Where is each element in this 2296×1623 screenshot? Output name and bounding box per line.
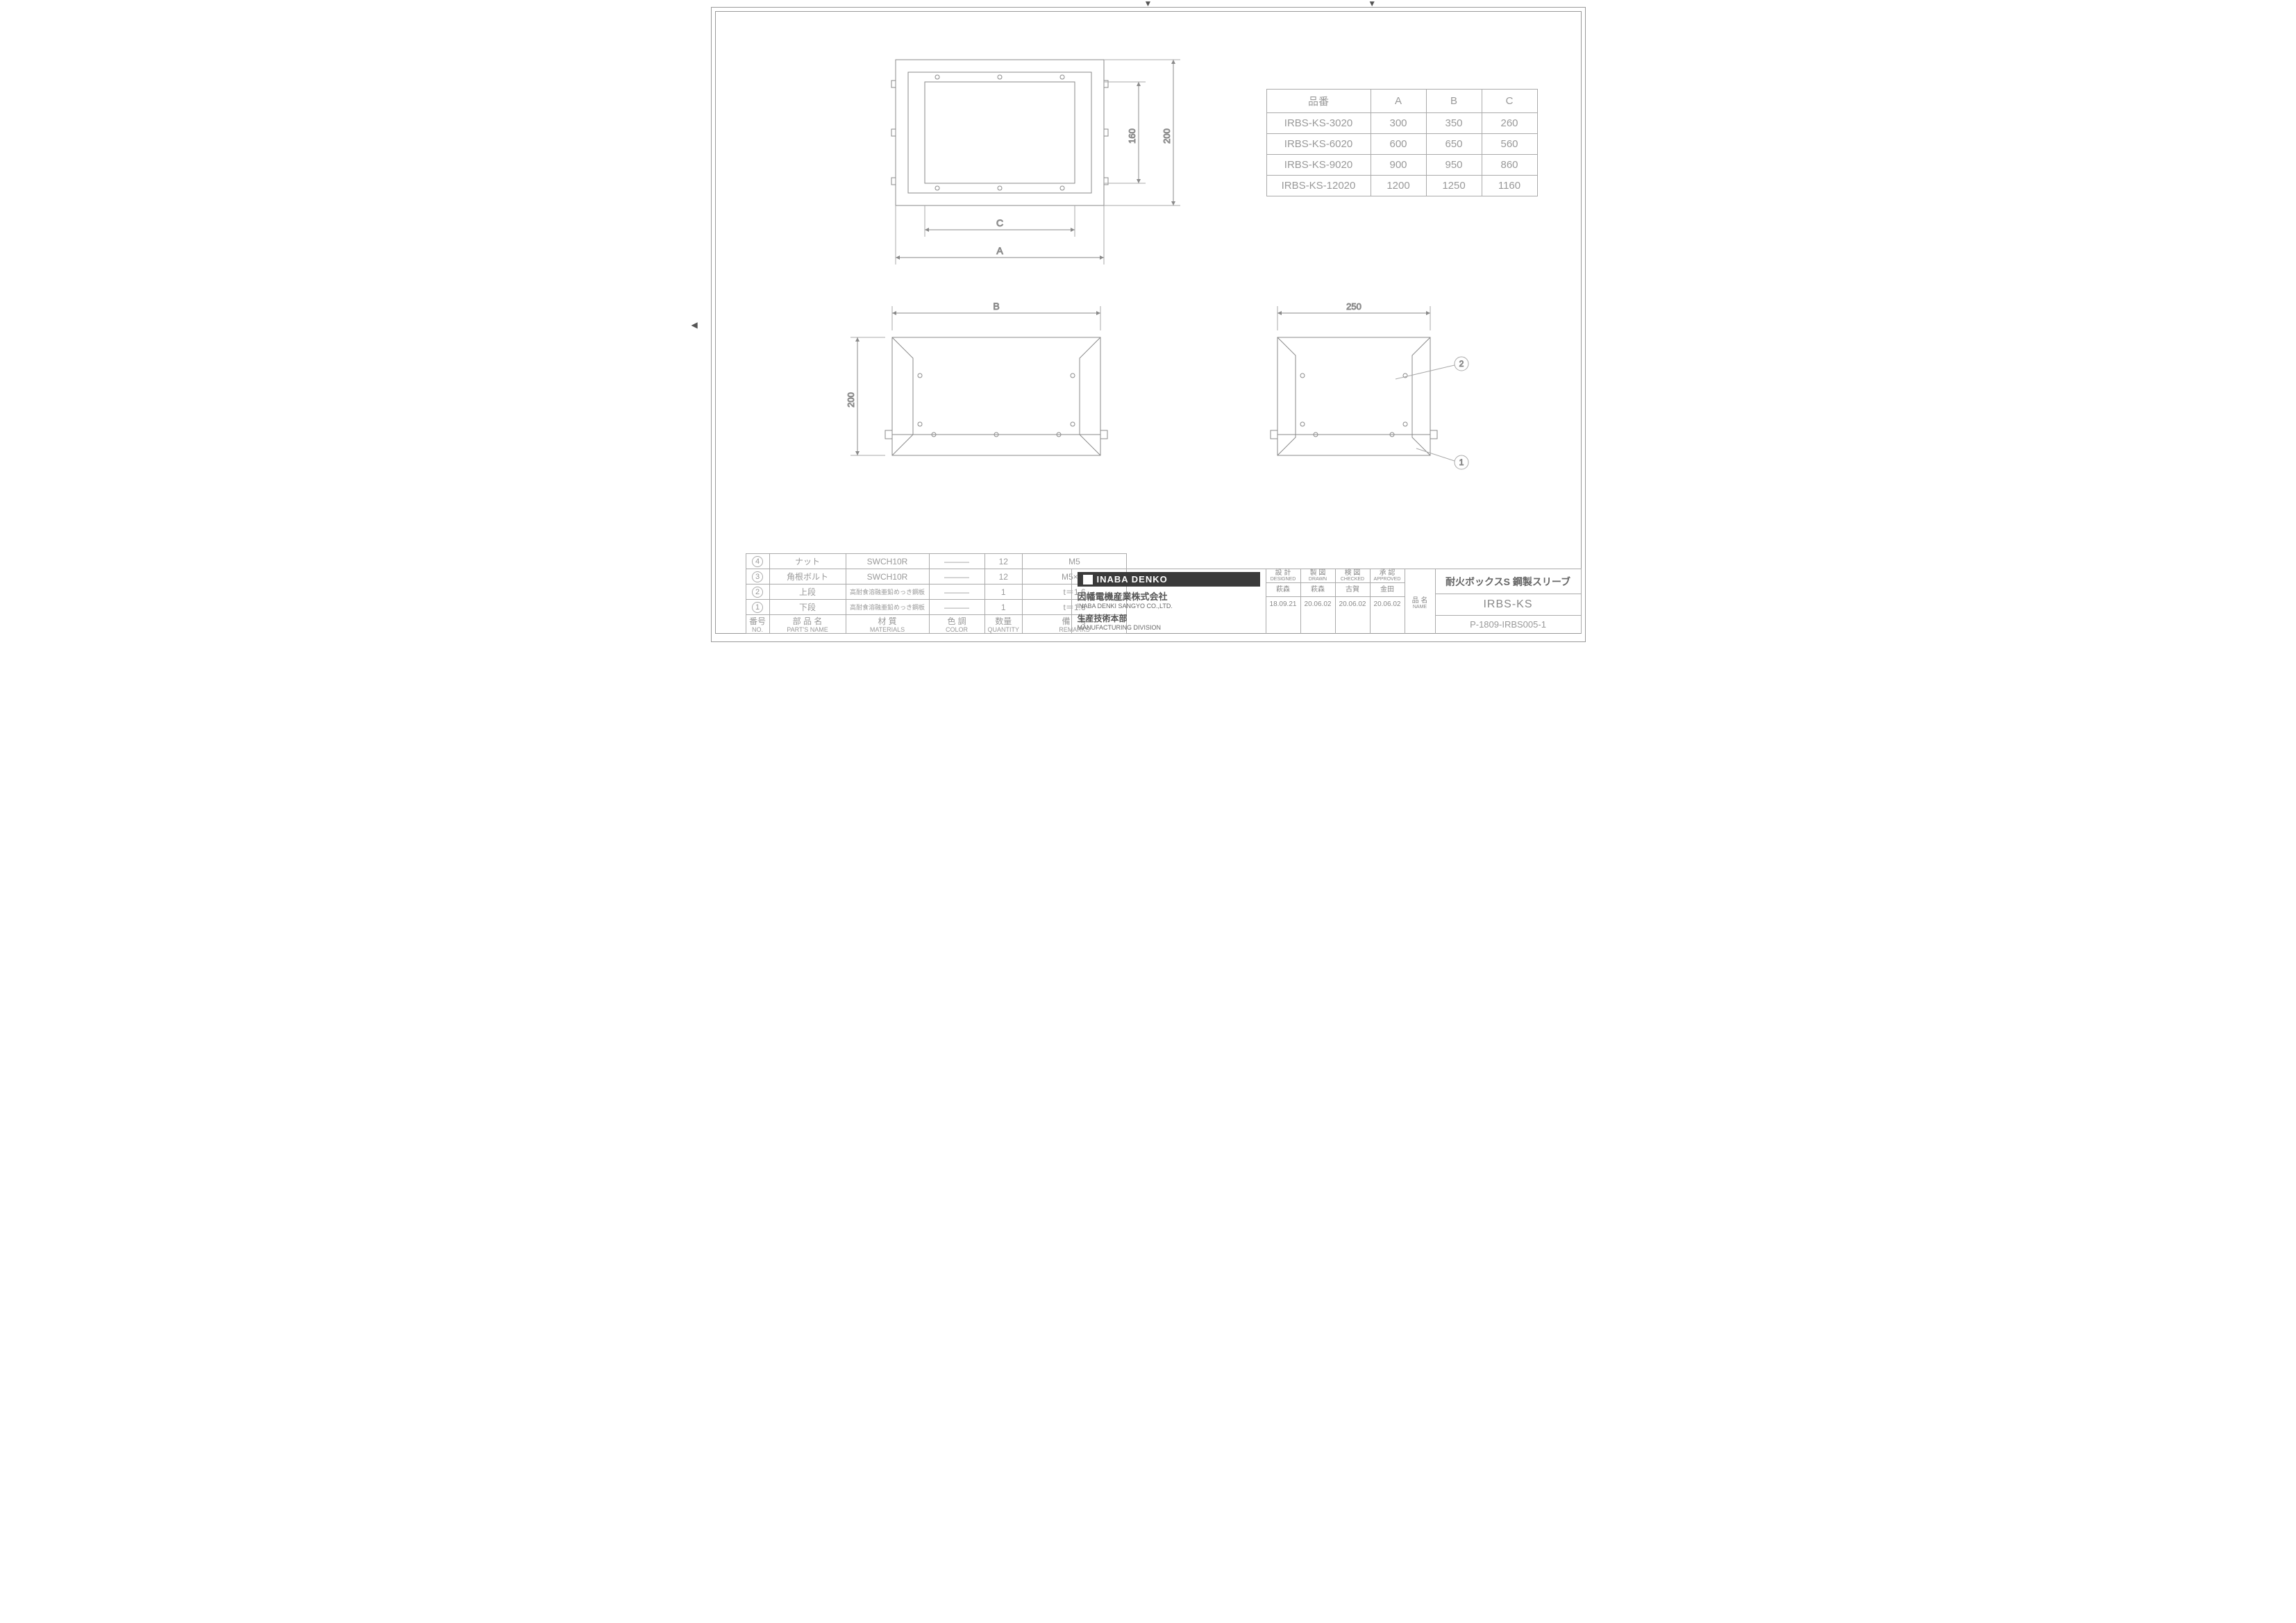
division-en: MANUFACTURING DIVISION xyxy=(1078,624,1260,631)
parts-list: 4ナットSWCH10R―――12M5 3角根ボルトSWCH10R―――12M5×… xyxy=(746,553,1128,634)
svg-text:200: 200 xyxy=(1162,128,1172,144)
svg-text:C: C xyxy=(996,217,1003,228)
company-name-en: INABA DENKI SANGYO CO.,LTD. xyxy=(1078,603,1260,609)
bom-header: 番号NO. 部 品 名PART'S NAME 材 質MATERIALS 色 調C… xyxy=(746,615,1127,634)
bom-row: 4ナットSWCH10R―――12M5 xyxy=(746,554,1127,569)
company-name-jp: 因幡電機産業株式会社 xyxy=(1078,589,1260,603)
svg-text:200: 200 xyxy=(846,392,856,407)
col-checked: 検 図CHECKED 古賀 20.06.02 xyxy=(1336,569,1371,634)
svg-text:250: 250 xyxy=(1346,301,1361,312)
drawing-sheet: ▼ ▼ ◀ 品番 A B C IRBS-KS-3020300350260 IRB… xyxy=(690,0,1607,649)
title-block: INABA DENKO 因幡電機産業株式会社 INABA DENKI SANGY… xyxy=(1071,569,1582,634)
fold-mark-top-2: ▼ xyxy=(1368,0,1376,8)
fold-mark-top-1: ▼ xyxy=(1144,0,1153,8)
side-view-left: B 200 xyxy=(846,301,1107,455)
product-title: 耐火ボックスS 鋼製スリーブ xyxy=(1436,569,1581,594)
side-view-right: 250 2 1 xyxy=(1271,301,1468,469)
svg-text:2: 2 xyxy=(1459,359,1464,369)
company-logo-block: INABA DENKO 因幡電機産業株式会社 INABA DENKI SANGY… xyxy=(1072,569,1266,634)
name-label: 品 名 NAME xyxy=(1405,569,1436,634)
svg-text:A: A xyxy=(996,245,1003,256)
bom-row: 2上段高耐食溶融亜鉛めっき鋼板―――1t＝1.6 xyxy=(746,585,1127,600)
front-view: 160 200 C A xyxy=(891,60,1180,264)
drawing-views: 160 200 C A xyxy=(715,11,1582,634)
svg-text:B: B xyxy=(993,301,999,312)
col-designed: 設 計DESIGNED 萩森 18.09.21 xyxy=(1266,569,1301,634)
model-code: IRBS-KS xyxy=(1436,594,1581,615)
fold-mark-left: ◀ xyxy=(692,321,698,329)
svg-text:1: 1 xyxy=(1459,457,1464,467)
drawing-number: P-1809-IRBS005-1 xyxy=(1436,616,1581,634)
col-approved: 承 認APPROVED 金田 20.06.02 xyxy=(1371,569,1405,634)
bom-row: 1下段高耐食溶融亜鉛めっき鋼板―――1t＝1.6 xyxy=(746,600,1127,615)
col-drawn: 製 図DRAWN 萩森 20.06.02 xyxy=(1301,569,1336,634)
brand-mark-icon xyxy=(1083,575,1093,585)
svg-text:160: 160 xyxy=(1127,128,1137,144)
bom-row: 3角根ボルトSWCH10R―――12M5×10 xyxy=(746,569,1127,585)
drawing-title: 耐火ボックスS 鋼製スリーブ IRBS-KS P-1809-IRBS005-1 xyxy=(1436,569,1582,634)
division-jp: 生産技術本部 xyxy=(1078,612,1260,624)
brand-bar: INABA DENKO xyxy=(1078,572,1260,587)
